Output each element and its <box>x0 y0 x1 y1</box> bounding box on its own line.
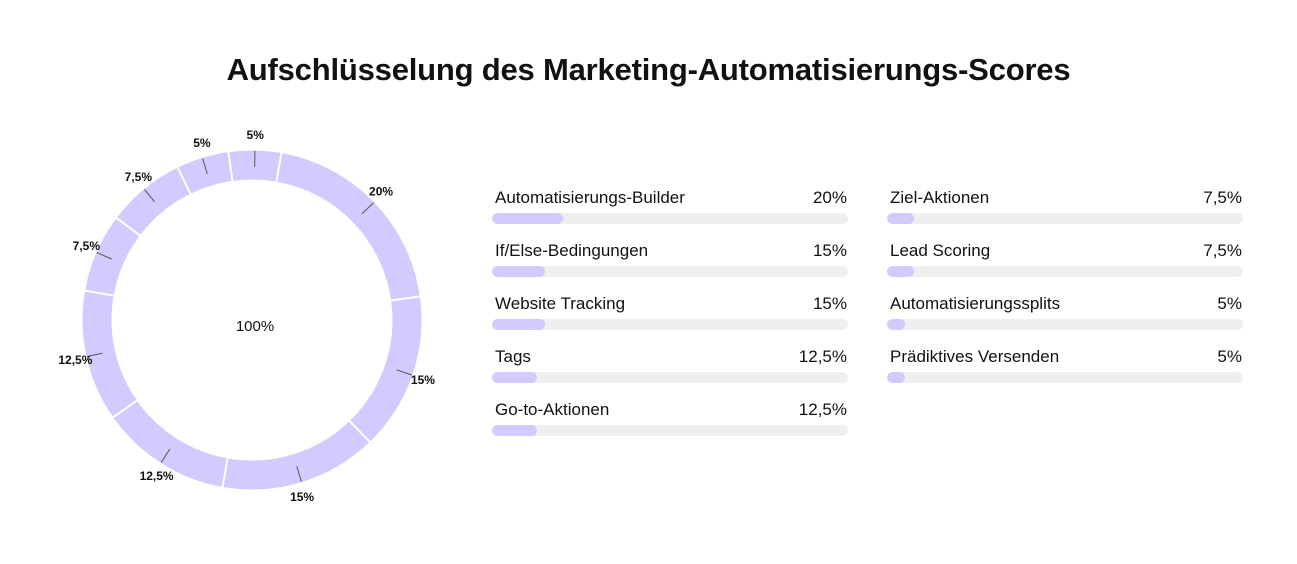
bar-label: Automatisierungs-Builder <box>495 188 685 207</box>
chart-title: Aufschlüsselung des Marketing-Automatisi… <box>226 52 1071 87</box>
donut-slice-separator <box>227 150 234 183</box>
bar-item: Go-to-Aktionen 12,5% <box>492 400 848 444</box>
bar-track <box>887 266 1243 277</box>
bar-track <box>492 266 848 277</box>
donut-slice-separator <box>175 165 193 196</box>
bar-track <box>492 319 848 330</box>
bar-label: Lead Scoring <box>890 241 991 260</box>
bar-fill <box>492 319 546 330</box>
bar-item: Automatisierungs-Builder 20% <box>492 188 848 232</box>
donut-slice-label: 12,5% <box>58 353 92 367</box>
donut-leader-line <box>160 448 171 463</box>
donut-slice <box>110 394 240 488</box>
donut-slice-label: 15% <box>290 490 314 504</box>
bar-fill <box>887 372 905 383</box>
bar-item: Lead Scoring 7,5% <box>887 241 1243 285</box>
donut-slice <box>345 283 422 446</box>
bar-track <box>887 319 1243 330</box>
bar-track <box>887 213 1243 224</box>
donut-leader-lines <box>86 151 412 482</box>
donut-leader-line <box>296 466 302 482</box>
bar-item: Website Tracking 15% <box>492 294 848 338</box>
bar-value-label: 5% <box>1217 347 1242 366</box>
donut-slice-separator <box>82 289 116 297</box>
bar-track <box>887 372 1243 383</box>
donut-slice-label: 15% <box>411 373 435 387</box>
bar-value-label: 12,5% <box>798 347 847 366</box>
bar-label: Tags <box>495 347 531 366</box>
donut-labels: 20% 15% 15% 12,5% 12,5% 7,5% 7,5% 5% 5% <box>58 128 435 504</box>
bar-value-label: 20% <box>812 188 847 207</box>
donut-slice-label: 7,5% <box>73 239 101 253</box>
bar-fill <box>492 213 564 224</box>
donut-leader-line <box>202 158 208 174</box>
bar-label: Prädiktives Versenden <box>890 347 1060 366</box>
bar-track <box>492 213 848 224</box>
bar-label: Website Tracking <box>495 294 626 313</box>
bar-label: Ziel-Aktionen <box>890 188 990 207</box>
bar-fill <box>887 213 914 224</box>
bar-fill <box>887 266 914 277</box>
bar-fill <box>492 372 537 383</box>
donut-slice-separator <box>389 295 422 302</box>
bar-item: If/Else-Bedingungen 15% <box>492 241 848 285</box>
bar-fill <box>492 425 537 436</box>
bar-fill <box>492 266 546 277</box>
donut-slice-separator <box>114 215 142 238</box>
donut-slice-separator <box>221 456 229 490</box>
bar-track <box>492 425 848 436</box>
donut-slice-separator <box>347 418 372 445</box>
donut-center-label: 100% <box>236 318 274 335</box>
bar-item: Prädiktives Versenden 5% <box>887 347 1243 391</box>
bar-item: Tags 12,5% <box>492 347 848 391</box>
donut-slice-label: 20% <box>369 184 393 198</box>
bar-fill <box>887 319 905 330</box>
donut-slice-label: 5% <box>247 128 265 142</box>
donut-slice-separator <box>110 398 140 420</box>
donut-leader-line <box>361 202 374 215</box>
donut-slice <box>210 416 375 490</box>
bar-label: Go-to-Aktionen <box>495 400 610 419</box>
bar-value-label: 7,5% <box>1203 188 1242 207</box>
bar-value-label: 7,5% <box>1203 241 1242 260</box>
bar-label: Automatisierungssplits <box>890 294 1061 313</box>
bar-value-label: 5% <box>1217 294 1242 313</box>
bar-value-label: 15% <box>812 241 847 260</box>
donut-slice <box>82 278 140 424</box>
donut-leader-line <box>96 252 112 260</box>
donut-leader-line <box>86 352 103 358</box>
donut-chart: 20% 15% 15% 12,5% 12,5% 7,5% 7,5% 5% 5% 100% <box>58 128 435 504</box>
bar-item: Ziel-Aktionen 7,5% <box>887 188 1243 232</box>
donut-slice-separator <box>275 150 283 184</box>
donut-leader-line <box>396 369 412 376</box>
bar-value-label: 12,5% <box>798 400 847 419</box>
donut-slice-label: 5% <box>193 136 211 150</box>
donut-leader-line <box>144 189 156 203</box>
bar-track <box>492 372 848 383</box>
donut-slice-label: 7,5% <box>125 170 153 184</box>
bar-item: Automatisierungssplits 5% <box>887 294 1243 338</box>
bar-label: If/Else-Bedingungen <box>495 241 649 260</box>
donut-slice-label: 12,5% <box>140 469 174 483</box>
bar-value-label: 15% <box>812 294 847 313</box>
